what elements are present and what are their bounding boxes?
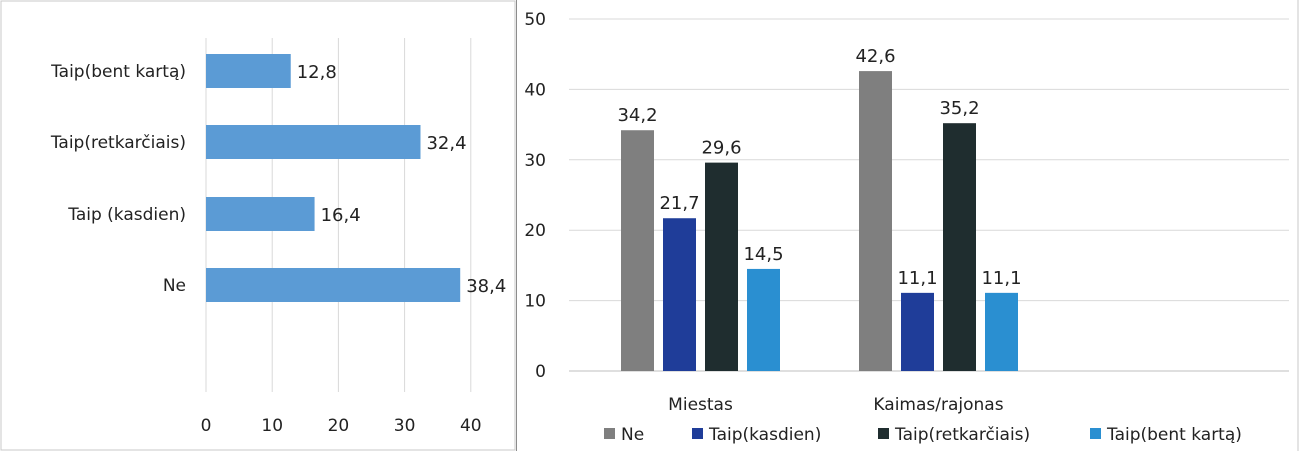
data-label-0-2: 29,6: [701, 138, 741, 159]
data-label-3: 38,4: [466, 276, 506, 297]
bar-0-3: [747, 269, 780, 371]
category-label-3: Ne: [163, 276, 186, 296]
category-label-0: Miestas: [668, 395, 733, 415]
bar-0-0: [621, 130, 654, 371]
x-tick-label-40: 40: [460, 416, 482, 436]
bar-0-2: [705, 163, 738, 371]
y-tick-label-0: 0: [535, 362, 546, 382]
data-label-0-1: 21,7: [659, 193, 699, 214]
bar-1: [206, 125, 420, 159]
legend-label-2: Taip(retkarčiais): [894, 425, 1030, 445]
bar-1-3: [985, 293, 1018, 371]
right-chart-panel: 0 10 20 30 40 50 34,2 21,7 29,6 14,5 Miestas 42,6 11…: [516, 0, 1299, 451]
data-label-1: 32,4: [426, 133, 466, 154]
data-label-1-1: 11,1: [897, 268, 937, 289]
category-label-0: Taip(bent kartą): [50, 62, 186, 82]
x-tick-label-10: 10: [261, 416, 283, 436]
data-label-1-2: 35,2: [939, 98, 979, 119]
bar-1-1: [901, 293, 934, 371]
bar-1-2: [943, 123, 976, 371]
data-label-0: 12,8: [297, 62, 337, 83]
data-label-0-3: 14,5: [743, 244, 783, 265]
bar-1-0: [859, 71, 892, 371]
bar-0: [206, 54, 291, 88]
legend-swatch-1: [692, 428, 703, 439]
category-label-2: Taip (kasdien): [67, 205, 186, 225]
y-tick-label-40: 40: [524, 80, 546, 100]
x-tick-label-20: 20: [328, 416, 350, 436]
x-tick-label-30: 30: [394, 416, 416, 436]
grouped-column-chart: 0 10 20 30 40 50 34,2 21,7 29,6 14,5 Miestas 42,6 11…: [516, 0, 1299, 451]
data-label-1-3: 11,1: [981, 268, 1021, 289]
legend-label-0: Ne: [621, 425, 644, 445]
y-tick-label-20: 20: [524, 221, 546, 241]
y-tick-label-30: 30: [524, 151, 546, 171]
bar-2: [206, 197, 315, 231]
y-tick-label-50: 50: [524, 10, 546, 30]
data-label-1-0: 42,6: [855, 46, 895, 67]
bar-3: [206, 268, 460, 302]
legend-label-1: Taip(kasdien): [708, 425, 821, 445]
data-label-2: 16,4: [321, 205, 361, 226]
category-label-1: Taip(retkarčiais): [50, 133, 186, 153]
legend-swatch-0: [604, 428, 615, 439]
legend-swatch-2: [878, 428, 889, 439]
category-label-1: Kaimas/rajonas: [873, 395, 1003, 415]
y-tick-label-10: 10: [524, 292, 546, 312]
left-chart-panel: 0 10 20 30 40 Taip(bent kartą) 12,8 Taip(retkar…: [0, 0, 516, 451]
horizontal-bar-chart: 0 10 20 30 40 Taip(bent kartą) 12,8 Taip(retkar…: [0, 0, 516, 451]
data-label-0-0: 34,2: [617, 105, 657, 126]
x-tick-label-0: 0: [201, 416, 212, 436]
bar-0-1: [663, 218, 696, 371]
legend-label-3: Taip(bent kartą): [1106, 425, 1242, 445]
legend-swatch-3: [1090, 428, 1101, 439]
